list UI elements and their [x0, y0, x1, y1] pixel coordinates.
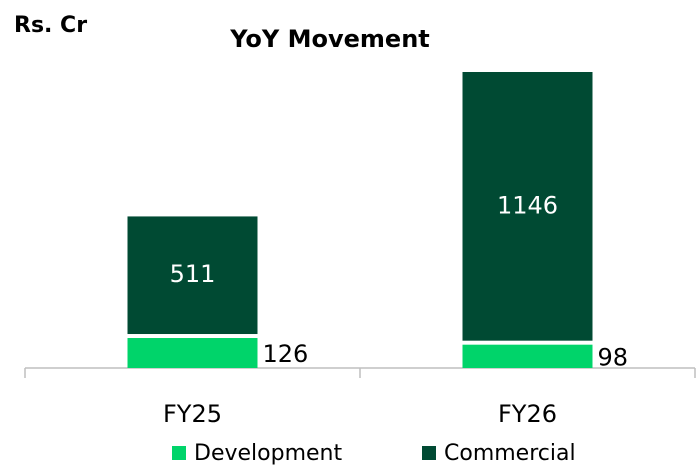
- legend-label: Commercial: [444, 441, 576, 466]
- bar-segment: [462, 72, 593, 341]
- unit-label: Rs. Cr: [14, 13, 87, 38]
- x-tick-label: FY25: [163, 400, 222, 428]
- data-label: 126: [263, 340, 309, 368]
- chart-title: YoY Movement: [229, 25, 430, 53]
- legend-label: Development: [194, 441, 342, 466]
- bar-segment: [127, 338, 258, 368]
- x-tick-label: FY26: [498, 400, 557, 428]
- data-label: 98: [598, 343, 629, 371]
- bar-segment: [127, 216, 258, 335]
- bar-segment: [462, 344, 593, 368]
- legend-swatch: [172, 446, 186, 460]
- data-label: 1146: [497, 191, 558, 219]
- legend-swatch: [422, 446, 436, 460]
- data-label: 511: [170, 260, 216, 288]
